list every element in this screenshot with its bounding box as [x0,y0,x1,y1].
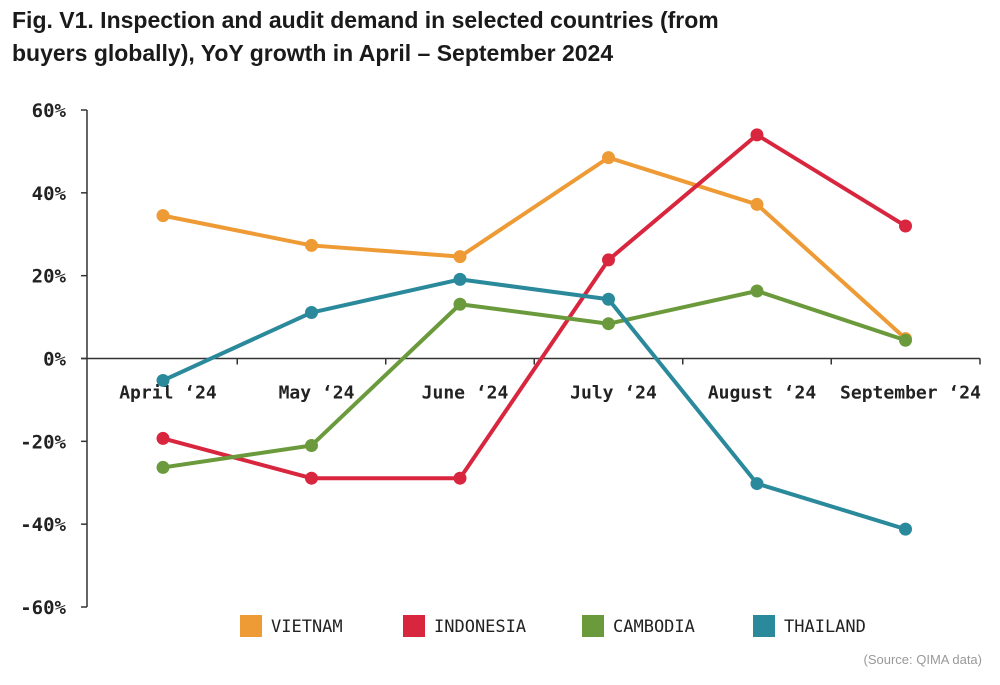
data-point-cambodia [305,438,318,452]
data-point-vietnam [453,250,467,264]
legend-swatch [240,615,262,637]
chart-title: Fig. V1. Inspection and audit demand in … [12,4,772,70]
data-point-cambodia [453,297,467,311]
data-point-cambodia [750,284,764,298]
series-vietnam [156,151,912,346]
y-tick-label: 20% [32,266,67,288]
series-thailand [156,272,912,536]
data-point-indonesia [156,431,170,445]
data-point-indonesia [453,471,467,485]
legend-item-vietnam: VIETNAM [240,615,343,637]
legend-swatch [582,615,604,637]
data-point-indonesia [305,471,318,485]
y-tick-label: 60% [32,100,67,122]
x-tick-label: June ‘24 [422,383,509,404]
y-tick-label: 40% [32,183,67,205]
legend-label: CAMBODIA [613,617,695,637]
data-point-cambodia [899,333,912,347]
data-point-vietnam [602,151,615,165]
data-point-indonesia [602,253,615,267]
legend-item-cambodia: CAMBODIA [582,615,695,637]
x-tick-label: September ‘24 [840,383,981,404]
y-tick-label: 0% [43,349,66,371]
y-tick-label: -40% [20,514,66,536]
data-point-thailand [750,477,764,491]
chart-title-line-1: Fig. V1. Inspection and audit demand in … [12,7,719,33]
data-point-indonesia [750,128,764,142]
data-point-thailand [156,373,170,387]
y-tick-label: -20% [20,431,66,453]
data-point-vietnam [156,209,170,223]
legend-item-indonesia: INDONESIA [403,615,526,637]
series-cambodia [156,284,912,474]
x-tick-label: August ‘24 [708,383,817,404]
data-point-thailand [305,306,318,320]
data-point-thailand [453,272,467,286]
legend-label: VIETNAM [271,617,343,637]
data-point-thailand [899,522,912,536]
data-point-thailand [602,292,615,306]
legend-swatch [753,615,775,637]
data-point-cambodia [156,460,170,474]
source-note: (Source: QIMA data) [863,652,983,667]
data-point-vietnam [750,197,764,211]
legend-label: INDONESIA [434,617,526,637]
series-line-thailand [161,277,908,532]
chart-title-line-2: buyers globally), YoY growth in April – … [12,40,614,66]
data-point-vietnam [305,238,318,252]
x-tick-label: April ‘24 [119,383,217,404]
x-tick-label: May ‘24 [279,383,355,404]
y-tick-label: -60% [20,597,66,619]
series-layer [156,128,912,536]
series-line-vietnam [161,155,908,341]
series-line-cambodia [161,288,908,470]
legend-label: THAILAND [784,617,866,637]
legend-item-thailand: THAILAND [753,615,866,637]
legend-swatch [403,615,425,637]
data-point-cambodia [602,317,615,331]
legend: VIETNAM INDONESIA CAMBODIA THAILAND [240,615,866,637]
series-line-indonesia [161,132,908,481]
series-indonesia [156,128,912,485]
data-point-indonesia [899,219,912,233]
x-tick-label: July ‘24 [570,383,657,404]
chart-axes: 60% 40% 20% 0% -20% -40% -60% April ‘24 May ‘24 J… [20,100,981,619]
